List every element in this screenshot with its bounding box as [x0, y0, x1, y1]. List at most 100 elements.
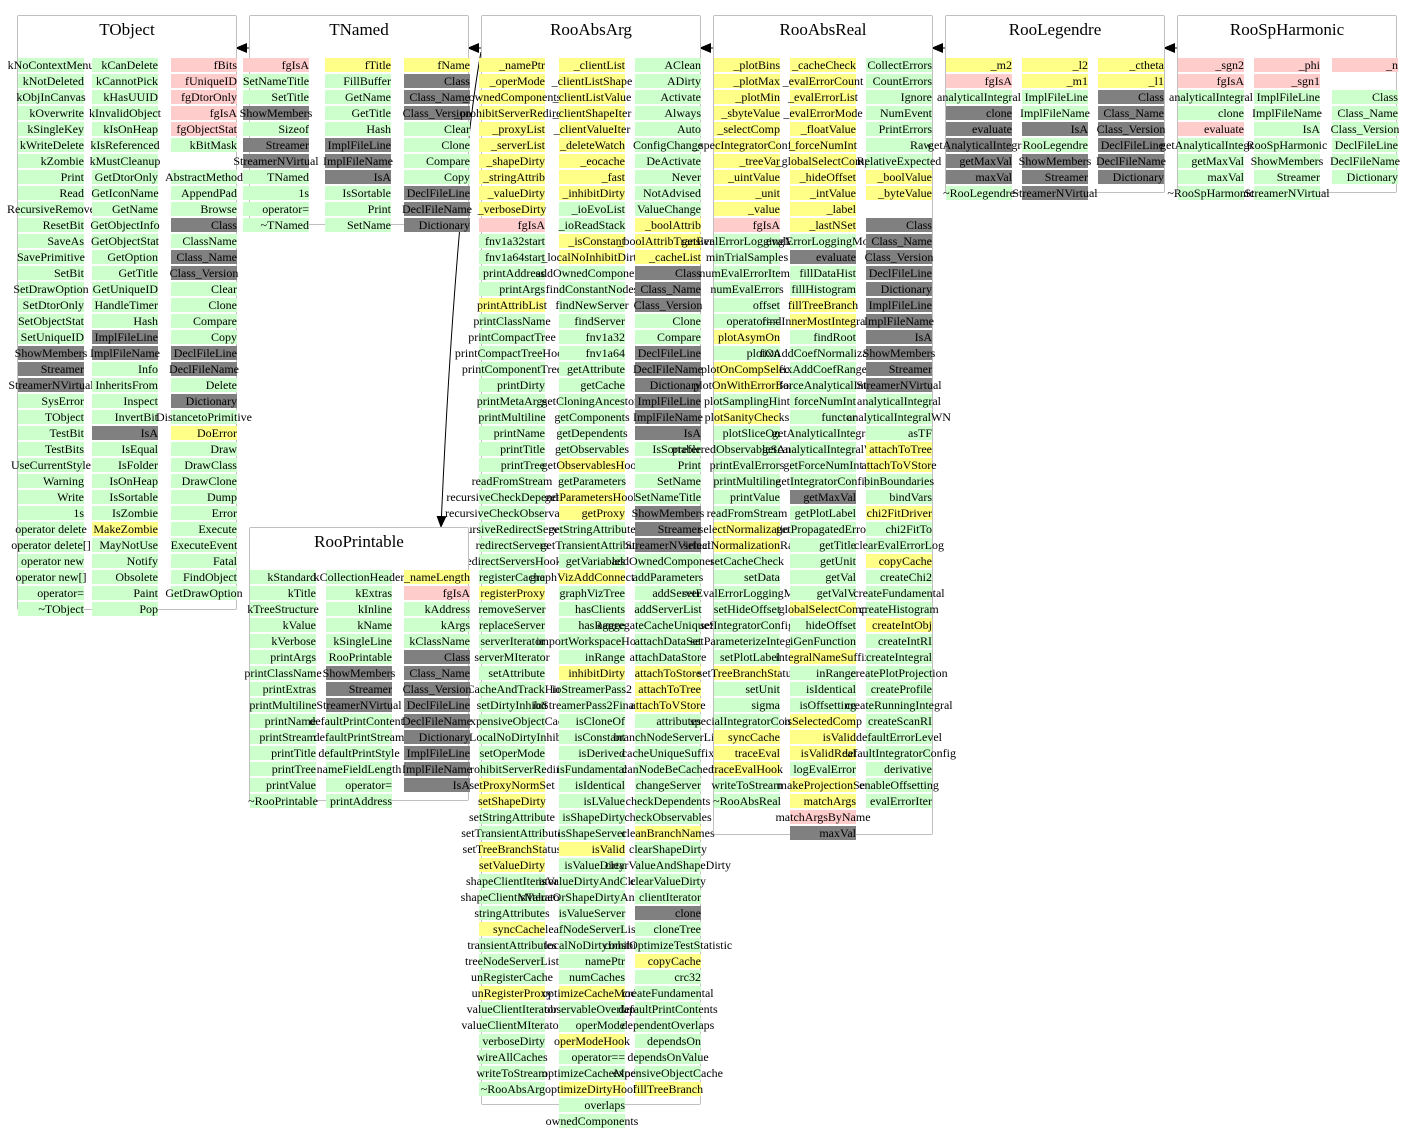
member-findinnermostintegration: findInnerMostIntegration [762, 314, 884, 328]
member-label: addServerList [634, 602, 702, 616]
member-label: Write [57, 490, 84, 504]
member-streamernvirtual: StreamerNVirtual [1012, 186, 1098, 200]
member-class: Class [404, 74, 470, 88]
member-inheritsfrom: InheritsFrom [92, 378, 158, 392]
member-getanalyticalintegral: getAnalyticalIntegral [772, 426, 874, 440]
member-label: _n [1386, 58, 1398, 72]
member-label: CollectErrors [867, 58, 932, 72]
member-label: ImplFileName [633, 410, 703, 424]
member-label: TObject [44, 410, 84, 424]
class-box-roospharmonic: RooSpHarmonic _sgn2 fgIsA analyticalIntegra… [1160, 15, 1400, 200]
member-operator: operator= [326, 778, 392, 792]
member-iszombie: IsZombie [92, 506, 158, 520]
member-createfundamental: createFundamental [622, 986, 714, 1000]
member-testbits: TestBits [18, 442, 84, 456]
member-label: localNoDirtyInhibit [544, 938, 640, 952]
member-label: FillBuffer [343, 74, 391, 88]
member-printvalue: printValue [714, 490, 780, 504]
member-getvariables: getVariables [559, 554, 625, 568]
member-label: Compare [193, 314, 237, 328]
member-sizeof: Sizeof [243, 122, 309, 136]
member-maxval: maxVal [790, 826, 856, 840]
member-lastnset: _lastNSet [790, 218, 856, 232]
member-label: writeToStream [476, 1066, 548, 1080]
member-isequal: IsEqual [92, 442, 158, 456]
member-label: PrintErrors [878, 122, 932, 136]
member-label: Class_Version [1096, 122, 1166, 136]
member-clone: Clone [404, 138, 470, 152]
member-label: printValue [730, 490, 780, 504]
member-namefieldlength: nameFieldLength [317, 762, 401, 776]
member-label: ShowMembers [1250, 154, 1324, 168]
member-fgisa: fgIsA [946, 74, 1012, 88]
member-evaluate: evaluate [946, 122, 1012, 136]
member-label: defaultErrorLevel [856, 730, 942, 744]
member-label: setUnit [745, 682, 780, 696]
member-operator-delete: operator delete[] [11, 538, 91, 552]
member-label: removeServer [478, 602, 546, 616]
member-showmembers: ShowMembers [863, 346, 935, 360]
member-label: getPlotLabel [794, 506, 856, 520]
member-getcomponents: getComponents [554, 410, 630, 424]
member-setprohibitserverredirect: setProhibitServerRedirect [450, 762, 574, 776]
member-roospharmonic: ~RooSpHarmonic [1167, 186, 1255, 200]
member-class-name: Class_Name [866, 234, 932, 248]
member-label: setIntegratorConfig [700, 618, 794, 632]
member-n: _n [1332, 58, 1398, 72]
member-evalerrorcount: _evalErrorCount [783, 74, 863, 88]
member-kverbose: kVerbose [250, 634, 316, 648]
member-leafnodeserverlist: leafNodeServerList [545, 922, 639, 936]
member-selectcomp: _selectComp [714, 122, 780, 136]
member-label: cacheUniqueSuffix [621, 746, 715, 760]
member-kwritedelete: kWriteDelete [18, 138, 84, 152]
member-label: Notify [126, 554, 158, 568]
member-floatvalue: _floatValue [790, 122, 856, 136]
member-createintegral: createIntegral [866, 650, 932, 664]
member-label: _ownedComponents [462, 90, 562, 104]
member-fbits: fBits [171, 58, 237, 72]
member-streamer: Streamer [1022, 170, 1088, 184]
class-title: TNamed [329, 20, 389, 39]
member-label: unRegisterProxy [471, 986, 553, 1000]
member-synccache: syncCache [479, 922, 545, 936]
member-dependson: dependsOn [635, 1034, 701, 1048]
member-label: _prohibitServerRedirect [454, 106, 570, 120]
member-label: SetTitle [271, 90, 309, 104]
member-implfileline: ImplFileLine [1254, 90, 1320, 104]
member-kextras: kExtras [326, 586, 392, 600]
member-label: _clientShapeIter [552, 106, 632, 120]
member-label: addOwnedComponents [535, 266, 649, 280]
member-opermode: _operMode [479, 74, 545, 88]
member-paint: Paint [92, 586, 158, 600]
member-label: RooSpHarmonic [1246, 138, 1328, 152]
member-label: redirectServers [475, 538, 549, 552]
member-label: aggregateCacheUniqueSuffix [597, 618, 739, 632]
member-label: InheritsFrom [95, 378, 158, 392]
member-label: Error [211, 506, 237, 520]
member-settreebranchstatus: setTreeBranchStatus [463, 842, 561, 856]
member-redirectservers: redirectServers [476, 538, 548, 552]
member-getintegratorconfig: getIntegratorConfig [775, 474, 871, 488]
member-label: createIntegral [866, 650, 932, 664]
member-drawclone: DrawClone [171, 474, 237, 488]
member-printargs: printArgs [479, 282, 545, 296]
member-globalselectcomp: _globalSelectComp [776, 154, 870, 168]
member-analyticalintegral: analyticalIntegral [1169, 90, 1253, 104]
member-fgisa: fgIsA [714, 218, 780, 232]
member-traceeval: traceEval [714, 746, 780, 760]
member-label: IsA [452, 778, 470, 792]
member-always: Always [635, 106, 701, 120]
member-label: TestBit [49, 426, 85, 440]
member-label: fgIsA [1216, 74, 1244, 88]
member-makezombie: MakeZombie [92, 522, 158, 536]
member-class-name: Class_Name [1098, 106, 1164, 120]
member-label: Class [674, 266, 701, 280]
member-label: wireAllCaches [476, 1050, 548, 1064]
member-attachtotree: attachToTree [635, 682, 701, 696]
member-label: Streamer [348, 682, 392, 696]
member-synccache: syncCache [714, 730, 780, 744]
member-label: printName [264, 714, 316, 728]
member-label: operator new [21, 554, 84, 568]
member-ownedcomponents: ownedComponents [546, 1114, 638, 1128]
member-m1: _m1 [1022, 74, 1088, 88]
